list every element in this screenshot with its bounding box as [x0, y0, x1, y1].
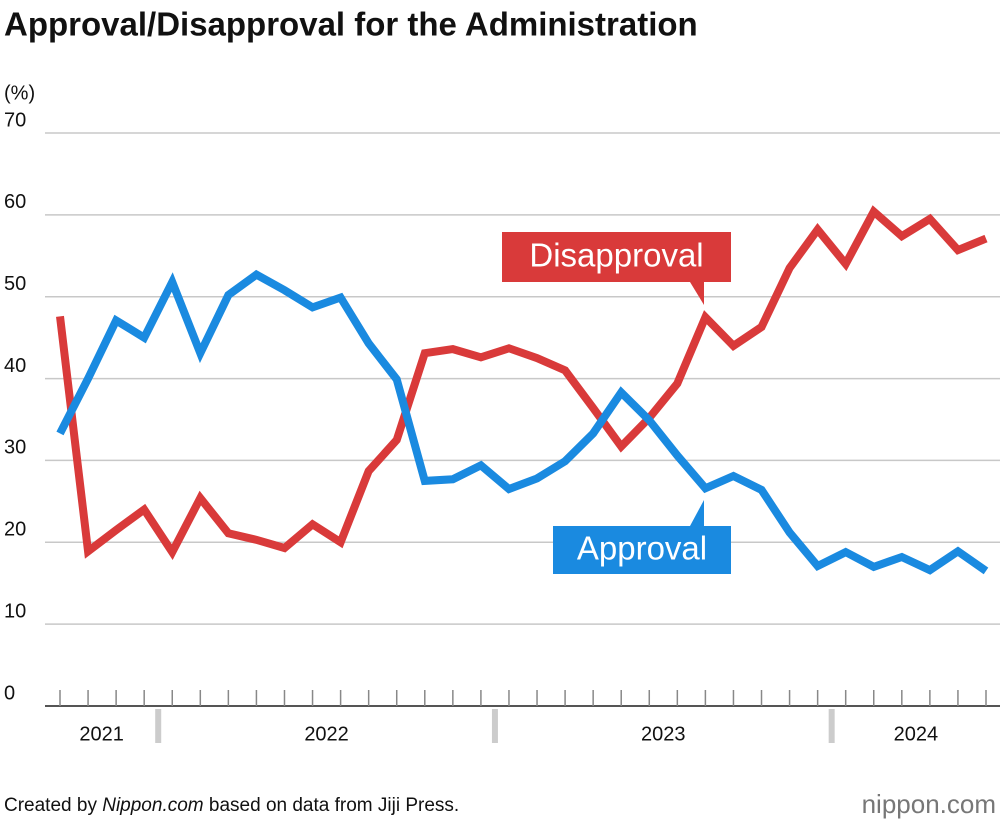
x-group-label: 2024	[894, 723, 939, 745]
source-text: based on data from Jiji Press.	[204, 795, 460, 816]
logo: nippon.com	[862, 789, 996, 819]
year-separator	[828, 709, 835, 743]
y-tick-label: 10	[4, 600, 26, 622]
callout-pointer	[690, 500, 704, 526]
legend-label: Disapproval	[529, 237, 703, 274]
year-separator	[155, 709, 162, 743]
year-separator	[491, 709, 498, 743]
callout-box	[553, 526, 731, 574]
y-tick-label: 20	[4, 519, 26, 541]
y-tick-label: 40	[4, 355, 26, 377]
y-tick-label: 60	[4, 191, 26, 213]
source: Created by Nippon.com based on data from…	[4, 795, 459, 816]
y-axis-label: (%)	[4, 82, 35, 104]
callout-pointer	[690, 282, 704, 305]
source-text: Nippon.com	[102, 795, 203, 816]
y-tick-label: 70	[4, 109, 26, 131]
legend-label: Approval	[577, 530, 707, 567]
y-tick-label: 50	[4, 273, 26, 295]
x-group-label: 2022	[304, 723, 349, 745]
callout-box	[502, 232, 731, 282]
x-group-label: 2021	[79, 723, 124, 745]
source-text: Created by	[4, 795, 102, 816]
y-tick-label: 30	[4, 437, 26, 459]
line	[56, 269, 989, 575]
y-tick-label: 0	[4, 682, 15, 704]
x-group-label: 2023	[641, 723, 686, 745]
line	[56, 205, 988, 560]
chart-title: Approval/Disapproval for the Administrat…	[4, 6, 698, 43]
